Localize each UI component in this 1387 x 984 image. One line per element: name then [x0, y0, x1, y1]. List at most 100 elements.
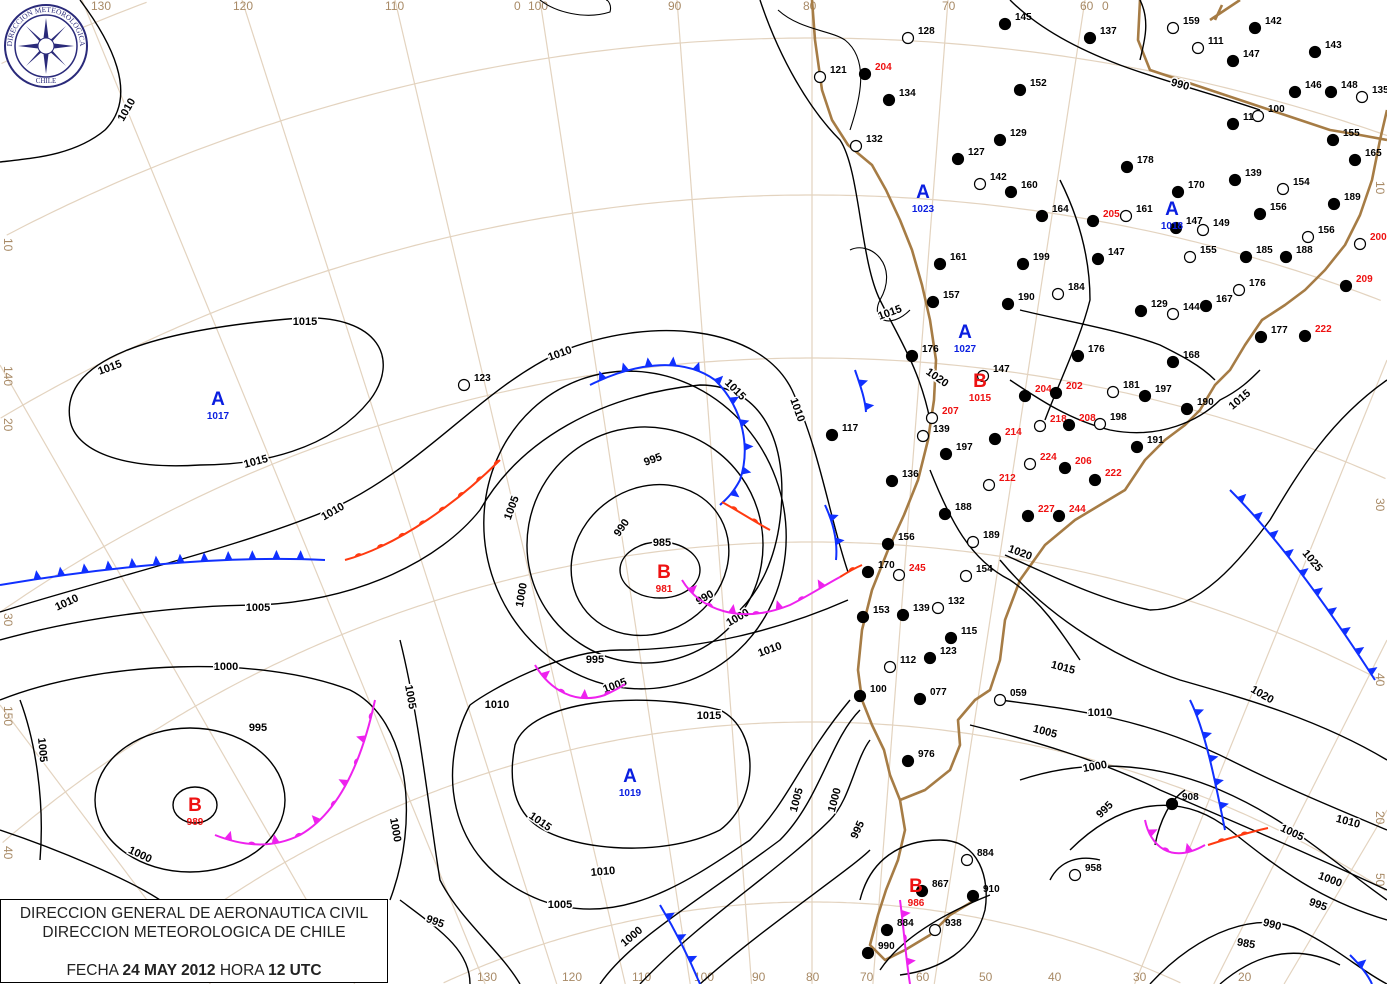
cloud-cover-icon — [973, 177, 987, 191]
station-plot: 908 — [1165, 792, 1199, 811]
coastline-north-brazil — [1136, 0, 1387, 142]
cold-front-triangle — [1185, 842, 1193, 853]
station-pressure: 164 — [1052, 204, 1069, 215]
station-plot: 189 — [966, 530, 1000, 549]
isobar-label: 1005 — [35, 737, 49, 762]
warm-front-semicircle — [476, 476, 483, 483]
station-plot: 178 — [1120, 155, 1154, 174]
cloud-cover-icon — [1051, 287, 1065, 301]
cloud-cover-icon — [1196, 223, 1210, 237]
isobar-label: 1020 — [1248, 684, 1275, 707]
station-pressure: 167 — [1216, 294, 1233, 305]
station-pressure: 132 — [948, 596, 965, 607]
center-letter: A — [211, 389, 225, 410]
station-pressure: 204 — [875, 62, 892, 73]
isobar-label: 995 — [1094, 799, 1115, 820]
station-plot: 149 — [1196, 218, 1230, 237]
cold-front-triangle — [356, 735, 366, 744]
cold-front-triangle — [271, 834, 280, 844]
graticule-label-bottom: 40 — [1048, 970, 1062, 984]
warm-front-semicircle — [438, 506, 446, 512]
station-plot: 958 — [1068, 863, 1102, 882]
cloud-cover-icon — [1021, 509, 1035, 523]
station-pressure: 190 — [1018, 292, 1035, 303]
station-plot: 227 — [1021, 504, 1055, 523]
station-pressure: 185 — [1256, 245, 1273, 256]
cold-front-triangle — [741, 466, 752, 475]
station-pressure: 209 — [1356, 274, 1373, 285]
cloud-cover-icon — [1288, 85, 1302, 99]
station-plot: 147 — [1091, 247, 1125, 266]
dmc-logo-seal: DIRECCION METEOROLOGICA CHILE — [4, 4, 88, 88]
cloud-cover-icon — [849, 139, 863, 153]
station-plot: 200 — [1353, 232, 1387, 251]
station-plot: 147 — [1226, 49, 1260, 68]
station-pressure: 142 — [990, 172, 1007, 183]
cloud-cover-icon — [861, 946, 875, 960]
cloud-cover-icon — [1232, 283, 1246, 297]
graticule-label-bottom: 80 — [806, 970, 820, 984]
cloud-cover-icon — [1226, 117, 1240, 131]
cloud-cover-icon — [928, 923, 942, 937]
station-plot: 059 — [993, 688, 1027, 707]
cold-front-triangle — [540, 670, 551, 680]
station-pressure: 938 — [945, 918, 962, 929]
center-letter: B — [657, 562, 671, 583]
cold-front-triangle — [1354, 647, 1365, 656]
station-pressure: 139 — [933, 424, 950, 435]
station-pressure: 958 — [1085, 863, 1102, 874]
cold-front-triangle — [176, 553, 185, 563]
graticule-label-top: 120 — [233, 0, 253, 13]
station-plot: 117 — [825, 423, 859, 442]
date-time-line: FECHA 24 MAY 2012 HORA 12 UTC — [1, 961, 387, 980]
station-pressure: 214 — [1005, 427, 1022, 438]
cloud-cover-icon — [966, 535, 980, 549]
warm-front-semicircle — [730, 506, 738, 512]
station-pressure: 976 — [918, 749, 935, 760]
isobar-label: 1000 — [126, 844, 153, 865]
isobar-label: 1005 — [548, 899, 572, 911]
station-plot: 218 — [1033, 414, 1067, 433]
meridian — [394, 0, 626, 984]
isobar-label: 1010 — [1088, 707, 1112, 719]
warm-front — [839, 564, 863, 578]
station-plot: 156 — [881, 532, 915, 551]
station-plot: 155 — [1183, 245, 1217, 264]
station-pressure: 207 — [942, 406, 959, 417]
warm-front-semicircle — [797, 596, 805, 601]
cloud-cover-icon — [1001, 297, 1015, 311]
cloud-cover-icon — [1058, 461, 1072, 475]
cold-front-triangle — [858, 379, 868, 388]
station-pressure: 154 — [976, 564, 993, 575]
cloud-cover-icon — [825, 428, 839, 442]
station-plot: 867 — [915, 879, 949, 898]
station-pressure: 123 — [940, 646, 957, 657]
station-plot: 156 — [1301, 225, 1335, 244]
cold-front — [0, 557, 326, 586]
cloud-cover-icon — [1068, 868, 1082, 882]
station-plot: 155 — [1326, 128, 1360, 147]
station-plot: 161 — [1119, 204, 1153, 223]
cloud-cover-icon — [944, 631, 958, 645]
isobar-label: 995 — [849, 819, 868, 841]
center-letter: B — [973, 371, 987, 392]
isobar-label: 995 — [424, 913, 445, 931]
cold-front-triangle — [729, 488, 740, 498]
cloud-cover-icon — [1013, 83, 1027, 97]
station-pressure: 224 — [1040, 452, 1057, 463]
station-plot: 142 — [973, 172, 1007, 191]
cloud-cover-icon — [1088, 473, 1102, 487]
isobar-label: 995 — [249, 722, 267, 734]
cold-front-triangle — [128, 557, 137, 568]
station-plot: 205 — [1086, 209, 1120, 228]
station-pressure: 190 — [1197, 397, 1214, 408]
station-plot: 135 — [1355, 85, 1387, 104]
cloud-cover-icon — [1016, 257, 1030, 271]
cloud-cover-icon — [1298, 329, 1312, 343]
cloud-cover-icon — [982, 478, 996, 492]
chart-date: 24 MAY 2012 — [122, 962, 216, 979]
cold-front-triangle — [713, 375, 724, 385]
graticule-label-bottom: 50 — [979, 970, 993, 984]
graticule-label-top: 100 — [528, 0, 548, 13]
